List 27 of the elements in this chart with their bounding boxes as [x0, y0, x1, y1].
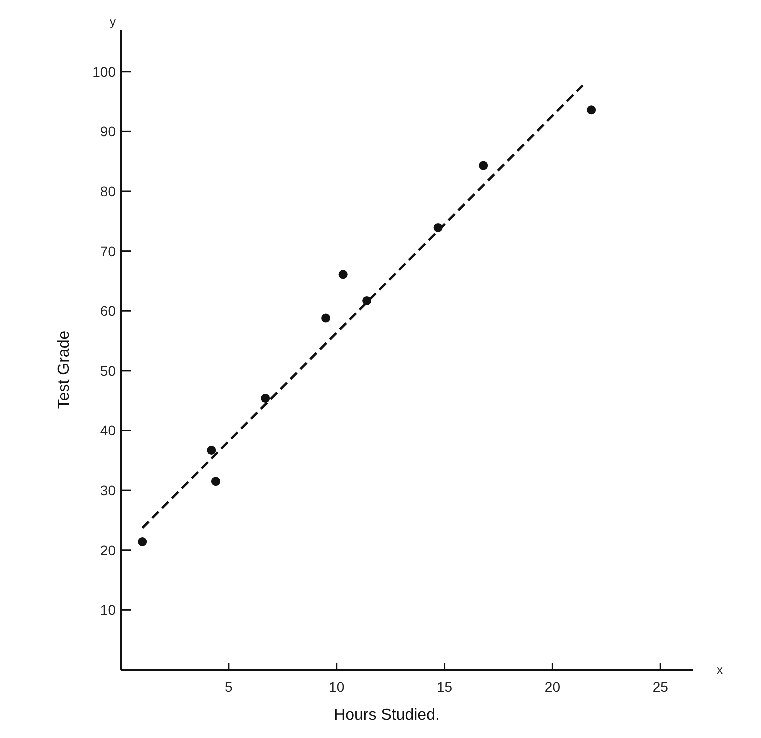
x-axis-title: Hours Studied.	[334, 707, 440, 724]
point	[338, 270, 348, 280]
y-tick-label: 20	[100, 542, 116, 558]
x-tick-label: 10	[329, 679, 345, 695]
point	[587, 106, 596, 115]
point	[211, 477, 220, 486]
y-tick-label: 90	[100, 124, 116, 140]
x-tick-label: 5	[225, 679, 234, 695]
y-tick-label: 100	[92, 64, 116, 80]
point	[138, 538, 148, 546]
x-tick-label: 15	[436, 679, 453, 695]
point	[261, 394, 270, 403]
y-tick-label: 40	[100, 422, 116, 439]
y-tick-label: 30	[100, 482, 116, 499]
x-tick-label: 20	[544, 679, 561, 695]
y-tick-label: 80	[100, 183, 116, 200]
point	[322, 314, 331, 323]
x-tick-label: 25	[652, 679, 669, 695]
point	[479, 161, 488, 170]
y-tick-label: 50	[100, 362, 116, 379]
y-tick-label: 60	[100, 303, 116, 320]
y-tick-label: 70	[100, 243, 116, 260]
y-tick-label: 10	[100, 602, 116, 618]
y-axis-title: Test Grade	[56, 330, 73, 410]
text: y	[110, 15, 116, 29]
text: x	[717, 663, 723, 677]
point	[207, 446, 216, 455]
